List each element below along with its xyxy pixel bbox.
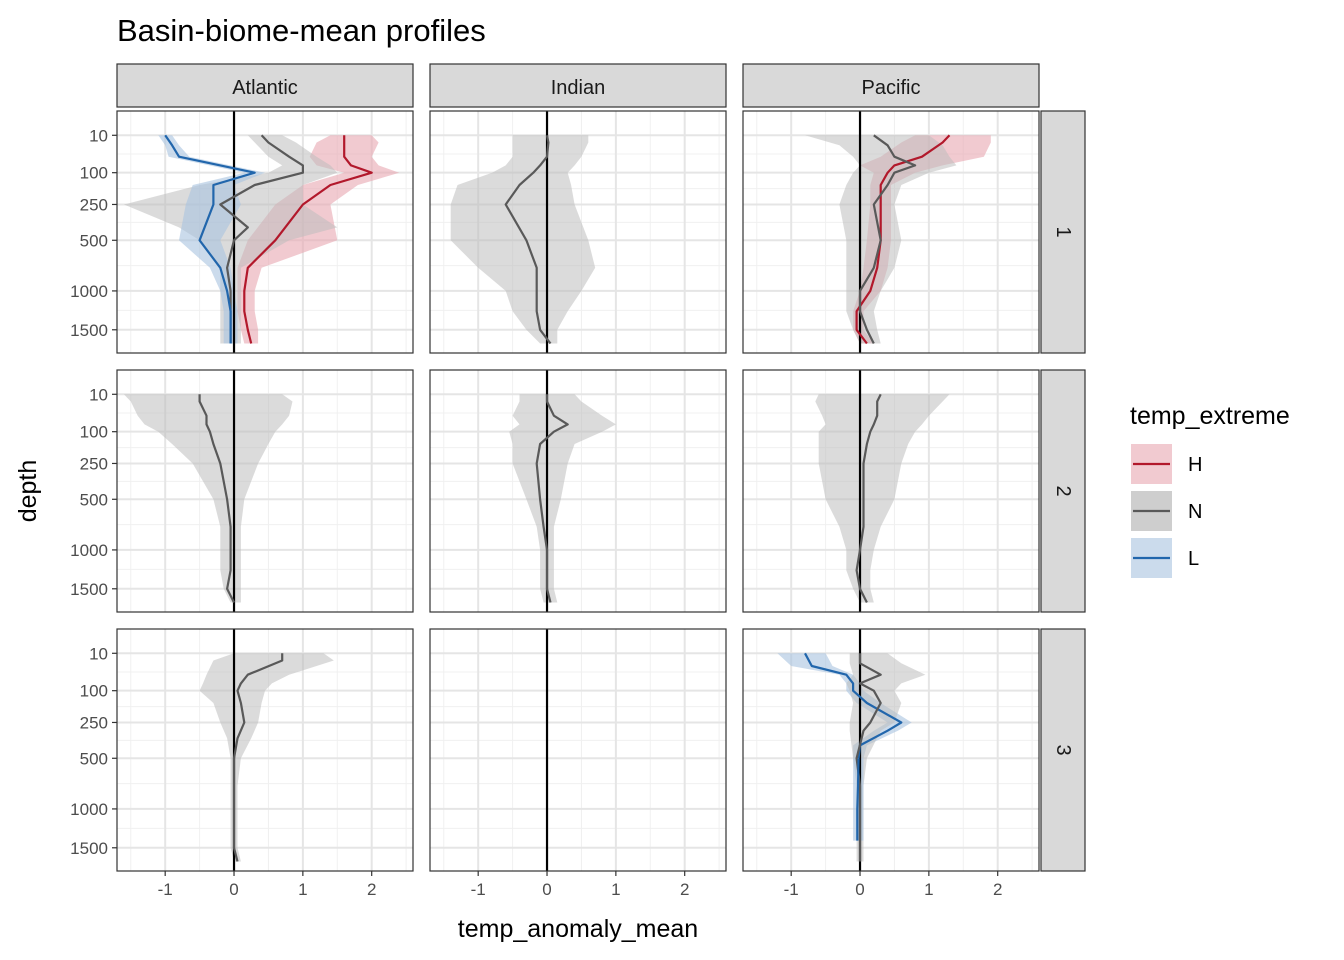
series-line-N	[504, 135, 552, 345]
y-tick-label: 10	[89, 644, 108, 663]
column-strip	[116, 63, 414, 108]
y-tick-label: 250	[80, 195, 108, 214]
x-tick-label: -1	[471, 880, 486, 899]
facet-panel	[429, 110, 727, 354]
facet-panels: Atlantic Indian Pacific1231010025050010001…	[70, 63, 1086, 899]
y-tick-label: 1000	[70, 800, 108, 819]
y-tick-label: 10	[89, 385, 108, 404]
column-strip-label: Pacific	[862, 77, 921, 99]
row-strip-label: 2	[1052, 485, 1074, 496]
facet-panel	[742, 110, 1040, 354]
x-tick-label: 1	[924, 880, 933, 899]
y-axis-label: depth	[14, 460, 42, 523]
row-strip-label: 1	[1052, 226, 1074, 237]
ribbon-N	[123, 394, 293, 603]
ribbon-N	[815, 394, 950, 603]
y-tick-label: 500	[80, 231, 108, 250]
column-strip-label: Atlantic	[232, 77, 298, 99]
ribbon-N	[123, 135, 338, 344]
panel-series	[450, 135, 596, 344]
panel-border	[742, 110, 1040, 354]
ribbon-N	[450, 135, 596, 344]
y-tick-label: 250	[80, 713, 108, 732]
y-tick-label: 10	[89, 126, 108, 145]
panel-border	[742, 628, 1040, 872]
series-line-N	[855, 393, 882, 603]
x-tick-label: 0	[229, 880, 238, 899]
y-tick-label: 500	[80, 749, 108, 768]
x-tick-label: 2	[367, 880, 376, 899]
ribbon-N	[846, 653, 926, 862]
panel-border	[429, 628, 727, 872]
y-tick-label: 250	[80, 454, 108, 473]
panel-series	[123, 394, 293, 603]
legend-title: temp_extreme	[1130, 402, 1290, 430]
panel-series	[509, 394, 616, 603]
facet-panel	[116, 628, 414, 872]
facet-panel	[116, 369, 414, 613]
x-tick-label: 2	[993, 880, 1002, 899]
facet-panel	[742, 628, 1040, 872]
facet-panel	[429, 369, 727, 613]
y-tick-label: 1000	[70, 282, 108, 301]
y-tick-label: 500	[80, 490, 108, 509]
legend-label: L	[1188, 548, 1199, 570]
series-line-N	[198, 394, 235, 603]
series-line-L	[804, 652, 903, 759]
panel-border	[429, 369, 727, 613]
facet-panel	[429, 628, 727, 872]
y-tick-label: 100	[80, 164, 108, 183]
series-line-L	[164, 134, 256, 344]
y-tick-label: 100	[80, 423, 108, 442]
series-line-H	[243, 135, 373, 344]
legend-label: N	[1188, 501, 1202, 523]
x-tick-label: -1	[158, 880, 173, 899]
panel-border	[116, 110, 414, 354]
panel-border	[429, 110, 727, 354]
y-tick-label: 100	[80, 682, 108, 701]
x-tick-label: 2	[680, 880, 689, 899]
series-line-N	[855, 653, 882, 862]
panel-background	[430, 629, 726, 871]
x-axis-label: temp_anomaly_mean	[458, 915, 698, 943]
row-strip	[1040, 628, 1086, 872]
y-tick-label: 1500	[70, 321, 108, 340]
ribbon-H	[237, 135, 400, 344]
x-tick-label: -1	[784, 880, 799, 899]
series-line-L	[856, 758, 860, 841]
series-line-N	[232, 653, 284, 862]
legend-label: H	[1188, 454, 1202, 476]
row-strip-label: 3	[1052, 744, 1074, 755]
legend: temp_extreme H N L	[1130, 402, 1290, 578]
series-line-H	[855, 134, 951, 345]
series-line-N	[535, 394, 569, 603]
panel-border	[116, 369, 414, 613]
panel-border	[116, 628, 414, 872]
column-strip	[742, 63, 1040, 108]
panel-series	[815, 394, 950, 603]
column-strip	[429, 63, 727, 108]
column-strip-label: Indian	[551, 77, 606, 99]
row-strip	[1040, 110, 1086, 354]
x-tick-label: 1	[611, 880, 620, 899]
facet-panel	[742, 369, 1040, 613]
facet-panel	[116, 110, 414, 354]
y-tick-label: 1500	[70, 580, 108, 599]
x-tick-label: 0	[855, 880, 864, 899]
panel-border	[742, 369, 1040, 613]
ribbon-L	[158, 135, 265, 344]
ribbon-N	[509, 394, 616, 603]
row-strip	[1040, 369, 1086, 613]
y-tick-label: 1000	[70, 541, 108, 560]
panel-series	[123, 135, 400, 344]
y-tick-label: 1500	[70, 839, 108, 858]
series-line-N	[858, 134, 917, 344]
x-tick-label: 1	[298, 880, 307, 899]
chart-title: Basin-biome-mean profiles	[117, 13, 486, 48]
x-tick-label: 0	[542, 880, 551, 899]
